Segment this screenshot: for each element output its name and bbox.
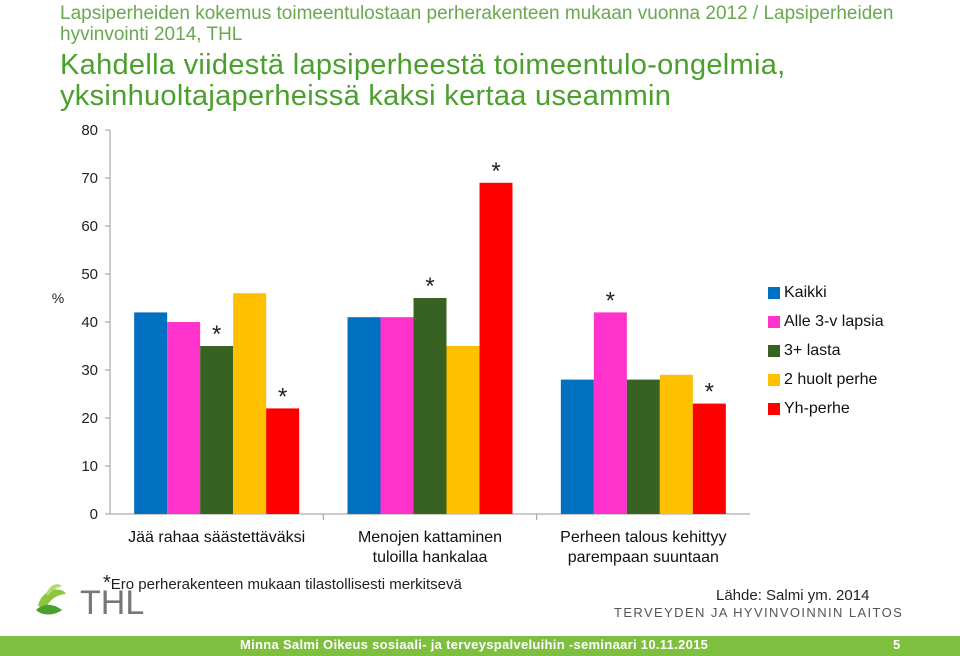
bar (233, 293, 267, 514)
legend-item: Yh-perhe (768, 394, 884, 423)
bar (479, 182, 513, 515)
y-tick-label: 30 (81, 362, 98, 379)
thl-logo-text: THL (80, 584, 144, 622)
bar (134, 312, 168, 514)
legend-swatch (768, 286, 780, 299)
y-tick-label: 40 (81, 314, 98, 331)
legend-item: 2 huolt perhe (768, 365, 884, 394)
bar (626, 379, 660, 514)
significance-footnote: *Ero perherakenteen mukaan tilastollises… (103, 572, 462, 595)
legend-label: 2 huolt perhe (784, 370, 878, 388)
significance-marker: * (278, 383, 287, 410)
footer-text: Minna Salmi Oikeus sosiaali- ja terveysp… (240, 637, 709, 652)
legend-label: Kaikki (784, 283, 827, 301)
significance-marker: * (491, 158, 500, 185)
bar (593, 312, 627, 514)
bar (167, 322, 201, 514)
bar (692, 403, 726, 514)
legend-swatch (768, 373, 780, 386)
thl-logo-leaf-icon (36, 584, 66, 615)
legend-item: 3+ lasta (768, 336, 884, 365)
y-tick-label: 0 (90, 506, 98, 523)
bar (266, 408, 300, 514)
bar (200, 346, 234, 514)
legend-label: 3+ lasta (784, 341, 841, 359)
legend-swatch (768, 315, 780, 328)
bar (347, 317, 381, 514)
x-category-label: tuloilla hankalaa (373, 549, 488, 566)
x-category-label: Perheen talous kehittyy (560, 529, 726, 546)
y-tick-label: 80 (81, 122, 98, 139)
legend-item: Alle 3-v lapsia (768, 307, 884, 336)
page-number: 5 (893, 637, 901, 652)
organization-name: TERVEYDEN JA HYVINVOINNIN LAITOS (614, 605, 904, 620)
y-tick-label: 70 (81, 170, 98, 187)
legend-label: Yh-perhe (784, 399, 850, 417)
x-category-label: Jää rahaa säästettäväksi (128, 529, 305, 546)
legend-swatch (768, 344, 780, 357)
legend-swatch (768, 402, 780, 415)
y-axis-label: % (52, 290, 64, 306)
y-tick-label: 10 (81, 458, 98, 475)
source-citation: Lähde: Salmi ym. 2014 (716, 587, 870, 604)
significance-marker: * (212, 321, 221, 348)
bar (446, 346, 480, 514)
bar (380, 317, 414, 514)
y-tick-label: 60 (81, 218, 98, 235)
chart-legend: Kaikki Alle 3-v lapsia 3+ lasta 2 huolt per… (768, 278, 884, 423)
significance-marker: * (606, 287, 615, 314)
footer-bar: Minna Salmi Oikeus sosiaali- ja terveysp… (0, 636, 960, 656)
footnote-marker: * (103, 572, 111, 594)
x-category-label: Menojen kattaminen (358, 529, 502, 546)
thl-logo: THL (36, 584, 144, 622)
bar (560, 379, 594, 514)
significance-marker: * (705, 379, 714, 406)
bar (413, 298, 447, 514)
legend-label: Alle 3-v lapsia (784, 312, 884, 330)
y-tick-label: 20 (81, 410, 98, 427)
bar-chart: 0 10 20 30 40 50 60 70 80% * * Jää rahaa säästettäv… (52, 122, 750, 566)
footnote-text: Ero perherakenteen mukaan tilastollisest… (110, 576, 462, 593)
y-tick-label: 50 (81, 266, 98, 283)
slide-headline: Kahdella viidestä lapsiperheestä toimeen… (60, 49, 786, 112)
significance-marker: * (425, 273, 434, 300)
slide-subtitle: Lapsiperheiden kokemus toimeentulostaan … (60, 3, 894, 45)
bar (659, 374, 693, 514)
x-category-label: parempaan suuntaan (568, 549, 719, 566)
legend-item: Kaikki (768, 278, 884, 307)
